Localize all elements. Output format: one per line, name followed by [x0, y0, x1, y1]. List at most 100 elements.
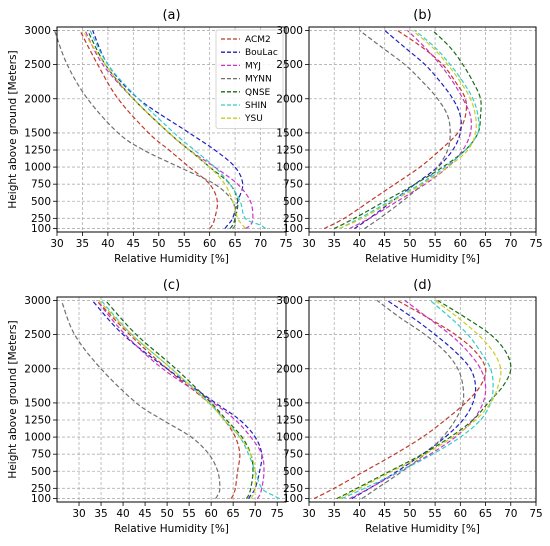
- legend-entry: BouLac: [245, 48, 278, 58]
- series-line-qnse: [333, 29, 482, 230]
- series-line-boulac: [351, 299, 477, 500]
- y-tick-label: 500: [31, 466, 51, 478]
- series-line-boulac: [354, 29, 462, 230]
- x-tick-label: 40: [101, 238, 114, 250]
- series-line-shin: [89, 30, 266, 230]
- x-tick-label: 30: [302, 238, 315, 250]
- series-line-boulac: [91, 299, 263, 499]
- x-tick-label: 70: [504, 508, 517, 520]
- series-line-acm2: [323, 29, 468, 230]
- y-tick-label: 2500: [24, 329, 51, 341]
- y-tick-label: 1250: [24, 145, 51, 157]
- series-line-qnse: [336, 299, 512, 500]
- panel-title: (d): [413, 278, 431, 293]
- y-tick-label: 100: [31, 223, 51, 235]
- panel-title: (b): [413, 8, 431, 23]
- x-axis-label: Relative Humidity [%]: [114, 523, 229, 535]
- y-tick-label: 500: [31, 196, 51, 208]
- x-tick-label: 55: [428, 508, 441, 520]
- legend-entry: YSU: [244, 114, 263, 124]
- series-line-qnse: [104, 299, 254, 499]
- y-tick-label: 3000: [24, 25, 51, 37]
- series-line-ysu: [339, 299, 502, 500]
- legend-box: [215, 29, 284, 129]
- plot-frame: [308, 26, 537, 233]
- series-line-shin: [100, 299, 280, 500]
- plot-frame: [308, 296, 537, 503]
- x-tick-label: 50: [160, 508, 173, 520]
- plot-frame: [56, 296, 287, 503]
- x-tick-label: 65: [479, 508, 492, 520]
- x-tick-label: 70: [504, 238, 517, 250]
- y-tick-label: 1000: [24, 162, 51, 174]
- y-tick-label: 750: [283, 449, 303, 461]
- y-tick-label: 1500: [276, 397, 303, 409]
- y-tick-label: 100: [31, 493, 51, 505]
- series-line-myj: [84, 30, 254, 230]
- x-tick-label: 60: [454, 238, 467, 250]
- series-line-qnse: [86, 30, 239, 229]
- y-tick-label: 3000: [276, 25, 303, 37]
- y-tick-label: 1250: [24, 415, 51, 427]
- x-tick-label: 60: [204, 508, 217, 520]
- legend-entry: ACM2: [245, 35, 271, 45]
- x-tick-label: 30: [50, 238, 63, 250]
- x-tick-label: 40: [116, 508, 129, 520]
- y-tick-label: 1500: [24, 397, 51, 409]
- series-line-mynn: [359, 29, 451, 230]
- series-line-ysu: [98, 299, 257, 499]
- x-tick-label: 65: [228, 238, 241, 250]
- series-line-acm2: [79, 30, 219, 229]
- y-tick-label: 250: [283, 483, 303, 495]
- legend-entry: MYJ: [245, 61, 261, 71]
- panel-title: (a): [162, 8, 180, 23]
- y-tick-label: 3000: [24, 295, 51, 307]
- x-tick-label: 65: [479, 238, 492, 250]
- y-tick-label: 100: [283, 493, 303, 505]
- y-tick-label: 500: [283, 196, 303, 208]
- x-tick-label: 35: [76, 238, 89, 250]
- x-tick-label: 70: [254, 238, 267, 250]
- plot-frame: [56, 26, 287, 233]
- x-tick-label: 50: [152, 238, 165, 250]
- y-tick-label: 2000: [276, 363, 303, 375]
- y-tick-label: 1000: [276, 432, 303, 444]
- series-line-myj: [349, 29, 472, 230]
- y-tick-label: 750: [283, 179, 303, 191]
- y-tick-label: 750: [31, 449, 51, 461]
- x-tick-label: 45: [127, 238, 140, 250]
- y-tick-label: 100: [283, 223, 303, 235]
- x-axis-label: Relative Humidity [%]: [365, 523, 480, 535]
- x-tick-label: 75: [271, 508, 284, 520]
- series-line-shin: [341, 299, 494, 500]
- y-tick-label: 2500: [24, 59, 51, 71]
- y-tick-label: 2000: [276, 93, 303, 105]
- y-tick-label: 2500: [276, 329, 303, 341]
- series-line-mynn: [60, 300, 221, 499]
- legend-entry: SHIN: [245, 101, 267, 111]
- x-tick-label: 40: [353, 508, 366, 520]
- x-tick-label: 50: [403, 238, 416, 250]
- x-tick-label: 45: [378, 508, 391, 520]
- y-tick-label: 2000: [24, 93, 51, 105]
- y-tick-label: 1250: [276, 145, 303, 157]
- y-tick-label: 750: [31, 179, 51, 191]
- x-tick-label: 40: [353, 238, 366, 250]
- legend: ACM2 BouLac MYJ MYNN QNSE SHIN YSU: [215, 29, 284, 129]
- y-tick-label: 1000: [24, 432, 51, 444]
- y-tick-label: 1250: [276, 415, 303, 427]
- series-line-ysu: [339, 29, 477, 230]
- series-line-acm2: [96, 299, 241, 499]
- x-tick-label: 45: [138, 508, 151, 520]
- series-line-acm2: [313, 299, 487, 500]
- x-tick-label: 65: [226, 508, 239, 520]
- panel-title: (c): [163, 278, 180, 293]
- y-tick-label: 250: [31, 213, 51, 225]
- x-tick-label: 35: [328, 508, 341, 520]
- x-tick-label: 75: [529, 238, 542, 250]
- x-tick-label: 35: [328, 238, 341, 250]
